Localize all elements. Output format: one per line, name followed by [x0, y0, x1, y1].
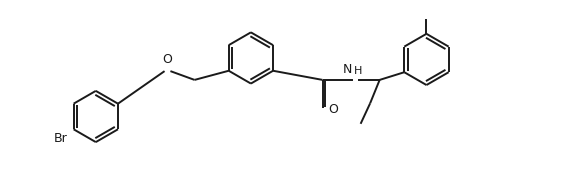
Text: Br: Br	[54, 132, 67, 145]
Text: O: O	[328, 103, 338, 116]
Text: H: H	[354, 65, 363, 75]
Text: O: O	[162, 53, 172, 66]
Text: N: N	[343, 63, 352, 75]
